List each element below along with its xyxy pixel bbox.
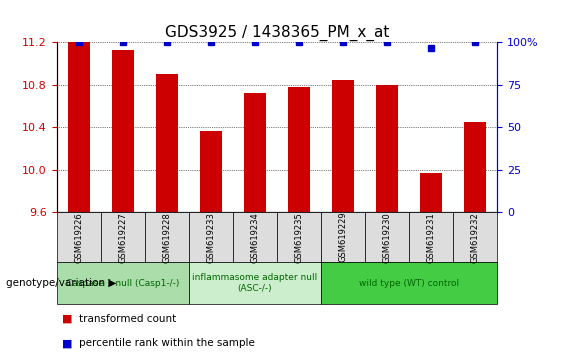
Bar — [155, 74, 177, 212]
Text: GSM619230: GSM619230 — [383, 212, 392, 263]
Text: Caspase 1 null (Casp1-/-): Caspase 1 null (Casp1-/-) — [66, 279, 179, 288]
Text: GSM619227: GSM619227 — [118, 212, 127, 263]
Text: GSM619231: GSM619231 — [427, 212, 436, 263]
Text: GSM619234: GSM619234 — [250, 212, 259, 263]
Text: GSM619228: GSM619228 — [162, 212, 171, 263]
Bar — [332, 80, 354, 212]
Text: ■: ■ — [62, 338, 73, 348]
Text: inflammasome adapter null
(ASC-/-): inflammasome adapter null (ASC-/-) — [192, 274, 318, 293]
Text: transformed count: transformed count — [79, 314, 176, 324]
Text: wild type (WT) control: wild type (WT) control — [359, 279, 459, 288]
Bar — [199, 131, 221, 212]
Text: GSM619233: GSM619233 — [206, 212, 215, 263]
Text: GSM619229: GSM619229 — [338, 212, 347, 263]
Text: ■: ■ — [62, 314, 73, 324]
Text: GSM619235: GSM619235 — [294, 212, 303, 263]
Text: GSM619232: GSM619232 — [471, 212, 480, 263]
Text: percentile rank within the sample: percentile rank within the sample — [79, 338, 255, 348]
Bar — [376, 85, 398, 212]
Bar — [111, 50, 133, 212]
Text: genotype/variation ▶: genotype/variation ▶ — [6, 278, 116, 288]
Bar — [420, 173, 442, 212]
Bar — [68, 42, 89, 212]
Bar — [464, 122, 486, 212]
Title: GDS3925 / 1438365_PM_x_at: GDS3925 / 1438365_PM_x_at — [164, 25, 389, 41]
Text: GSM619226: GSM619226 — [74, 212, 83, 263]
Bar — [244, 93, 266, 212]
Bar — [288, 87, 310, 212]
